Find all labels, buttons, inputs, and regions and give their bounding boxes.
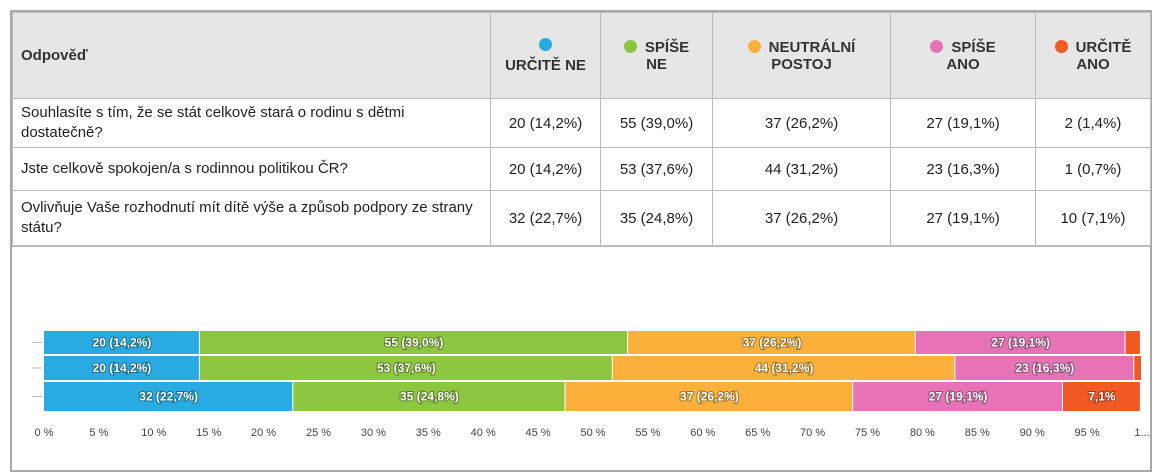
table-row: Jste celkově spokojen/a s rodinnou polit… — [12, 147, 1151, 191]
answer-cell: 10 (7,1%) — [1035, 190, 1151, 246]
bar-segment — [1125, 331, 1140, 354]
header-cell: URČITĚ NE — [490, 12, 601, 99]
bar-segment — [612, 356, 955, 380]
x-tick-label: 75 % — [855, 427, 880, 439]
x-tick-label: 0 % — [35, 427, 54, 439]
answer-cell: 27 (19,1%) — [890, 190, 1036, 246]
x-tick-label: 60 % — [690, 427, 715, 439]
answer-cell: 20 (14,2%) — [490, 147, 601, 191]
bar-label: 27 (19,1%) — [929, 390, 988, 404]
bar-segment — [853, 382, 1062, 411]
answer-cell: 1 (0,7%) — [1035, 147, 1151, 191]
header-label: SPÍŠE — [951, 38, 996, 56]
bar-label: 44 (31,2%) — [755, 361, 814, 375]
x-tick-label: 80 % — [910, 427, 935, 439]
header-cell: SPÍŠE NE — [600, 12, 713, 99]
color-dot — [930, 39, 944, 53]
table-row: Ovlivňuje Vaše rozhodnutí mít dítě výše … — [12, 190, 1151, 246]
bar-label: 37 (26,2%) — [743, 336, 802, 350]
bar-label: 35 (24,8%) — [400, 390, 459, 404]
bar-segment — [44, 331, 199, 354]
x-tick-label: 5 % — [89, 427, 108, 439]
header-label: NE — [646, 55, 667, 73]
x-tick-label: 95 % — [1075, 427, 1100, 439]
bar-label: 7,1% — [1088, 390, 1116, 404]
x-tick-label: 40 % — [471, 427, 496, 439]
answer-cell: 23 (16,3%) — [890, 147, 1036, 191]
answer-cell: 27 (19,1%) — [890, 98, 1036, 148]
stacked-bar-chart: 20 (14,2%) 55 (39,0%) 37 (26,2%) 27 (19,1%)… — [12, 246, 1150, 439]
header-label: URČITĚ — [1075, 38, 1132, 56]
header-cell: NEUTRÁLNÍ POSTOJ — [712, 12, 891, 99]
header-label: SPÍŠE — [644, 38, 690, 56]
answer-cell: 55 (39,0%) — [600, 98, 713, 148]
question-cell: Ovlivňuje Vaše rozhodnutí mít dítě výše … — [12, 190, 491, 246]
bar-segment — [565, 382, 853, 411]
bar-segment — [915, 331, 1125, 354]
bar-label: 55 (39,0%) — [385, 336, 444, 350]
header-row: Odpověď URČITĚ NE SPÍŠE NE NEUTRÁLNÍ POSTOJ S… — [12, 12, 1151, 99]
x-tick-label: 70 % — [800, 427, 825, 439]
answer-cell: 37 (26,2%) — [712, 190, 891, 246]
bar-segment — [955, 356, 1134, 380]
color-dot — [1054, 39, 1068, 53]
bar-label: 32 (22,7%) — [139, 390, 198, 404]
x-tick-label: 25 % — [306, 427, 331, 439]
x-tick-label: 55 % — [635, 427, 660, 439]
answer-cell: 44 (31,2%) — [712, 147, 891, 191]
x-tick-label: 15 % — [196, 427, 221, 439]
bar-segment — [44, 382, 293, 411]
bar-label: 20 (14,2%) — [93, 336, 152, 350]
answer-cell: 53 (37,6%) — [600, 147, 713, 191]
answer-cell: 35 (24,8%) — [600, 190, 713, 246]
x-tick-label: 85 % — [965, 427, 990, 439]
color-dot — [623, 39, 637, 53]
bar-label: 23 (16,3%) — [1015, 361, 1074, 375]
bar-label: 27 (19,1%) — [991, 336, 1050, 350]
bar-label: 37 (26,2%) — [680, 390, 739, 404]
x-tick-label: 35 % — [416, 427, 441, 439]
page: Odpověď URČITĚ NE SPÍŠE NE NEUTRÁLNÍ POSTOJ S… — [10, 10, 1152, 472]
table-row: Souhlasíte s tím, že se stát celkově sta… — [12, 98, 1151, 148]
header-cell: SPÍŠE ANO — [890, 12, 1036, 99]
bar-segment — [44, 356, 199, 380]
bar-label: 53 (37,6%) — [377, 361, 436, 375]
x-tick-label: 30 % — [361, 427, 386, 439]
question-cell: Souhlasíte s tím, že se stát celkově sta… — [12, 98, 491, 148]
bar-label: 20 (14,2%) — [93, 361, 152, 375]
answer-cell: 20 (14,2%) — [490, 98, 601, 148]
x-tick-label: 10 % — [141, 427, 166, 439]
answer-cell: 32 (22,7%) — [490, 190, 601, 246]
x-tick-label: 45 % — [526, 427, 551, 439]
x-tick-label: 1... — [1134, 427, 1149, 439]
header-label: ANO — [1076, 55, 1110, 73]
header-label: ANO — [946, 55, 980, 73]
color-dot — [747, 39, 761, 53]
bar-segment — [199, 356, 612, 380]
x-tick-label: 65 % — [745, 427, 770, 439]
x-tick-label: 50 % — [580, 427, 605, 439]
bar-segment — [628, 331, 915, 354]
bar-segment — [1062, 382, 1140, 411]
header-label: URČITĚ NE — [505, 56, 586, 74]
bar-segment — [293, 382, 565, 411]
header-label: POSTOJ — [771, 55, 832, 73]
answer-cell: 37 (26,2%) — [712, 98, 891, 148]
table-body: Souhlasíte s tím, že se stát celkově sta… — [12, 98, 1151, 246]
header-cell: URČITĚ ANO — [1035, 12, 1151, 99]
survey-table: Odpověď URČITĚ NE SPÍŠE NE NEUTRÁLNÍ POSTOJ S… — [12, 12, 1151, 246]
x-tick-label: 90 % — [1020, 427, 1045, 439]
header-label: NEUTRÁLNÍ — [768, 38, 856, 56]
header-question: Odpověď — [12, 12, 491, 99]
answer-cell: 2 (1,4%) — [1035, 98, 1151, 148]
bar-segment — [199, 331, 628, 354]
x-tick-label: 20 % — [251, 427, 276, 439]
color-dot — [539, 37, 552, 51]
question-cell: Jste celkově spokojen/a s rodinnou polit… — [12, 147, 491, 191]
bar-segment — [1134, 356, 1141, 380]
